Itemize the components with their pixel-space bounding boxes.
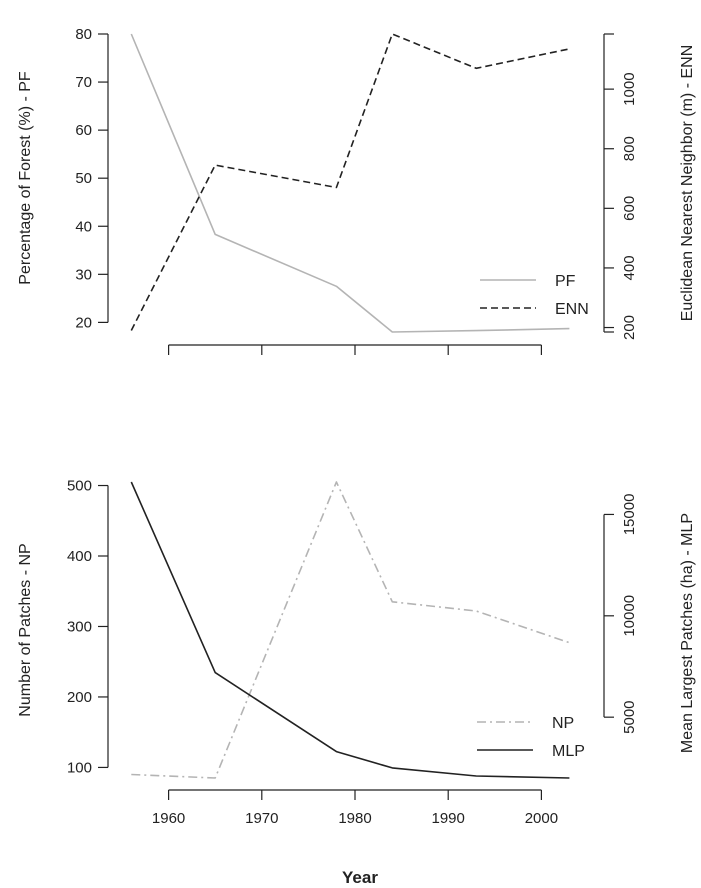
legend: NP MLP	[477, 715, 585, 760]
series-line-enn	[130, 33, 570, 331]
right-y-tick-label: 1000	[621, 72, 638, 105]
right-y-tick-label: 800	[621, 136, 638, 161]
left-y-tick-label: 100	[67, 759, 92, 776]
legend: PF ENN	[480, 273, 589, 318]
x-tick-label: 1980	[338, 810, 371, 827]
right-y-tick-label: 200	[621, 315, 638, 340]
left-y-tick-label: 50	[75, 170, 92, 187]
legend-label-enn: ENN	[555, 301, 589, 318]
left-y-tick-label: 500	[67, 478, 92, 495]
series-line-pf	[130, 33, 570, 333]
x-tick-label: 1960	[152, 810, 185, 827]
left-y-tick-label: 80	[75, 26, 92, 43]
left-y-tick-label: 40	[75, 218, 92, 235]
legend-label-pf: PF	[555, 273, 576, 290]
left-y-tick-label: 20	[75, 314, 92, 331]
x-axis-title: Year	[342, 868, 378, 887]
chart-top-pf-enn: 20 30 40 50 60 70 80 Percentage of Forest (%) -…	[17, 26, 696, 355]
right-y-tick-label: 10000	[621, 595, 638, 637]
x-tick-label: 1970	[245, 810, 278, 827]
left-y-axis-title: Percentage of Forest (%) - PF	[17, 71, 34, 285]
right-y-tick-label: 5000	[621, 700, 638, 733]
x-tick-label: 1990	[432, 810, 465, 827]
right-y-tick-label: 600	[621, 196, 638, 221]
legend-label-mlp: MLP	[552, 743, 585, 760]
series-line-np	[131, 481, 570, 779]
left-y-tick-label: 300	[67, 618, 92, 635]
left-y-tick-label: 200	[67, 689, 92, 706]
left-y-tick-label: 400	[67, 548, 92, 565]
right-y-tick-label: 15000	[621, 494, 638, 536]
left-y-tick-label: 30	[75, 266, 92, 283]
left-y-tick-label: 70	[75, 74, 92, 91]
series-line-mlp	[130, 481, 570, 779]
left-y-tick-label: 60	[75, 122, 92, 139]
right-y-axis-title: Mean Largest Patches (ha) - MLP	[679, 513, 696, 753]
chart-bottom-np-mlp: 100 200 300 400 500 Number of Patches - NP 500…	[17, 478, 696, 887]
x-tick-label: 2000	[525, 810, 558, 827]
right-y-axis-title: Euclidean Nearest Neighbor (m) - ENN	[679, 45, 696, 322]
left-y-axis-title: Number of Patches - NP	[17, 543, 34, 716]
legend-label-np: NP	[552, 715, 574, 732]
right-y-tick-label: 400	[621, 255, 638, 280]
